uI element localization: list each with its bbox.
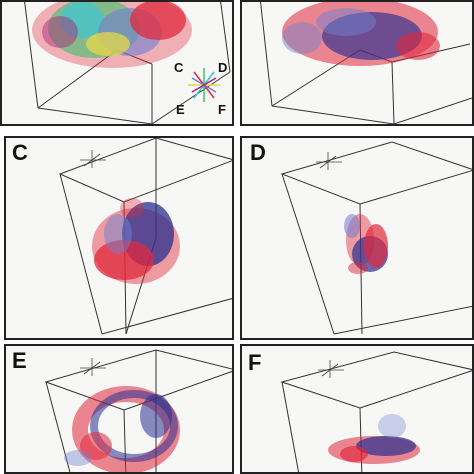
- panel-a-cloud: [32, 2, 192, 68]
- axis-triad-d: [316, 152, 342, 170]
- panel-label-d: D: [250, 140, 266, 165]
- panel-d-cloud: [344, 214, 388, 274]
- panel-b-cloud: [282, 2, 440, 66]
- panel-e-plot: [44, 349, 232, 472]
- panel-b-plot: [260, 2, 472, 124]
- panel-c: C: [4, 136, 234, 340]
- panel-d-plot: [280, 141, 472, 335]
- panel-d: D: [240, 136, 474, 340]
- panel-e: E: [4, 344, 234, 474]
- panel-label-e: E: [12, 348, 27, 373]
- panel-a-plot: C D E F: [24, 2, 231, 124]
- panel-b: [240, 0, 474, 126]
- panel-c-cloud: [92, 198, 180, 284]
- panel-e-cloud: [64, 386, 180, 472]
- panel-f-plot: [280, 351, 472, 472]
- panel-f-cloud: [328, 414, 420, 464]
- panel-c-plot: [58, 138, 232, 335]
- wheel-label-f: F: [218, 102, 226, 117]
- panel-a-frame: [24, 2, 231, 124]
- wheel-label-d: D: [218, 60, 227, 75]
- panel-f: F: [240, 344, 474, 474]
- wheel-label-e: E: [176, 102, 185, 117]
- axis-triad-e: [80, 358, 106, 376]
- panel-label-c: C: [12, 140, 28, 165]
- color-wheel: C D E F: [174, 60, 227, 117]
- panel-label-f: F: [248, 350, 262, 375]
- axis-triad-c: [80, 150, 106, 168]
- axis-triad-f: [318, 360, 344, 378]
- wheel-label-c: C: [174, 60, 184, 75]
- panel-a: C D E F: [0, 0, 234, 126]
